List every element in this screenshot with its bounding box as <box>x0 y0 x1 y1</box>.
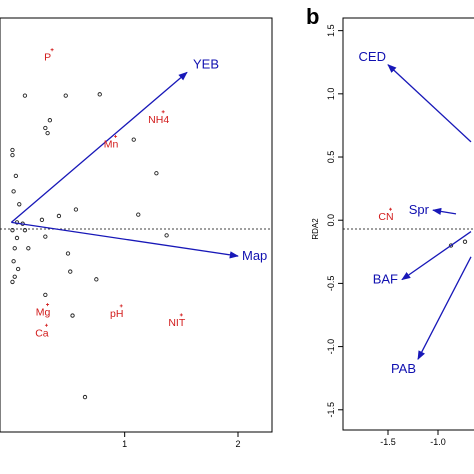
y-tick-label: -1.0 <box>326 339 336 355</box>
vector-arrow-map <box>11 221 239 259</box>
y-tick-label: 1.5 <box>326 24 336 37</box>
env-marker <box>114 134 118 138</box>
site-point <box>70 313 75 318</box>
site-point <box>56 213 62 219</box>
x-tick-label: -1.5 <box>380 437 396 447</box>
env-label-nit: NIT <box>168 317 186 329</box>
site-point <box>11 189 16 194</box>
site-point <box>12 274 17 279</box>
y-tick-label: -1.5 <box>326 402 336 418</box>
site-point <box>10 228 15 233</box>
vector-label-baf: BAF <box>373 272 398 287</box>
env-marker <box>389 207 392 211</box>
x-tick-label: -1.0 <box>430 437 446 447</box>
panel-b-ylabel: RDA2 <box>311 218 320 240</box>
site-point <box>47 118 53 123</box>
env-label-nh4: NH4 <box>148 114 169 126</box>
y-tick-label: -0.5 <box>326 276 336 292</box>
site-point <box>63 93 68 98</box>
site-point <box>26 246 31 251</box>
vector-arrow-baf <box>401 231 472 281</box>
site-point <box>10 279 15 285</box>
site-point <box>448 243 454 248</box>
site-point <box>15 266 21 272</box>
site-point <box>164 233 169 238</box>
site-point <box>11 259 16 264</box>
site-point <box>97 92 102 97</box>
env-label-mg: Mg <box>36 307 51 319</box>
site-point <box>68 269 73 274</box>
panel-a-plot: 1 2 YEB Map P NH4 Mn Mg Ca pH NIT <box>0 17 273 449</box>
env-label-cn: CN <box>378 211 393 223</box>
env-label-mn: Mn <box>104 138 119 150</box>
vector-arrow-pab <box>417 256 472 361</box>
site-point <box>39 217 45 222</box>
panel-b-plot: b RDA2 -1.5 -1.0 1.5 1.0 0.5 0.0 -0.5 -1.0 -1.5 C… <box>306 4 474 447</box>
x-tick-label: 1 <box>122 439 127 449</box>
site-point <box>45 130 50 136</box>
vector-arrow-yeb <box>10 71 188 223</box>
env-marker <box>46 303 50 307</box>
site-point <box>82 394 88 400</box>
site-point <box>22 93 28 98</box>
env-label-ca: Ca <box>35 327 49 339</box>
site-point <box>136 212 141 217</box>
site-point <box>14 235 20 241</box>
site-point <box>10 147 15 153</box>
site-point <box>131 137 136 142</box>
env-marker <box>161 110 165 114</box>
panel-b-letter: b <box>306 4 319 29</box>
y-tick-label: 1.0 <box>326 88 336 101</box>
vector-label-yeb: YEB <box>193 56 219 71</box>
env-marker <box>44 323 48 327</box>
panel-a-frame <box>0 17 273 433</box>
site-point <box>17 202 22 207</box>
panel-b-frame <box>342 17 474 431</box>
site-point <box>462 239 468 244</box>
vector-arrow-ced <box>387 64 472 143</box>
site-point <box>154 171 159 176</box>
y-tick-label: 0.5 <box>326 151 336 164</box>
vector-label-ced: CED <box>359 49 386 64</box>
site-point <box>43 125 48 131</box>
vector-label-pab: PAB <box>391 361 416 376</box>
y-tick-label: 0.0 <box>326 214 336 227</box>
site-point <box>43 234 48 239</box>
site-point <box>10 152 15 158</box>
x-tick-label: 2 <box>235 439 240 449</box>
site-point <box>22 228 28 233</box>
site-point <box>94 277 99 282</box>
vector-label-spr: Spr <box>409 202 430 217</box>
site-point <box>43 292 48 298</box>
env-marker <box>179 313 183 317</box>
vector-label-map: Map <box>242 248 267 263</box>
env-marker <box>119 304 123 308</box>
site-point <box>12 246 17 251</box>
env-marker <box>50 48 54 52</box>
site-point <box>65 251 71 256</box>
vector-arrow-spr <box>432 207 457 216</box>
env-label-ph: pH <box>110 308 123 320</box>
env-label-p: P <box>44 52 51 64</box>
site-point <box>13 173 19 178</box>
site-point <box>73 207 79 212</box>
